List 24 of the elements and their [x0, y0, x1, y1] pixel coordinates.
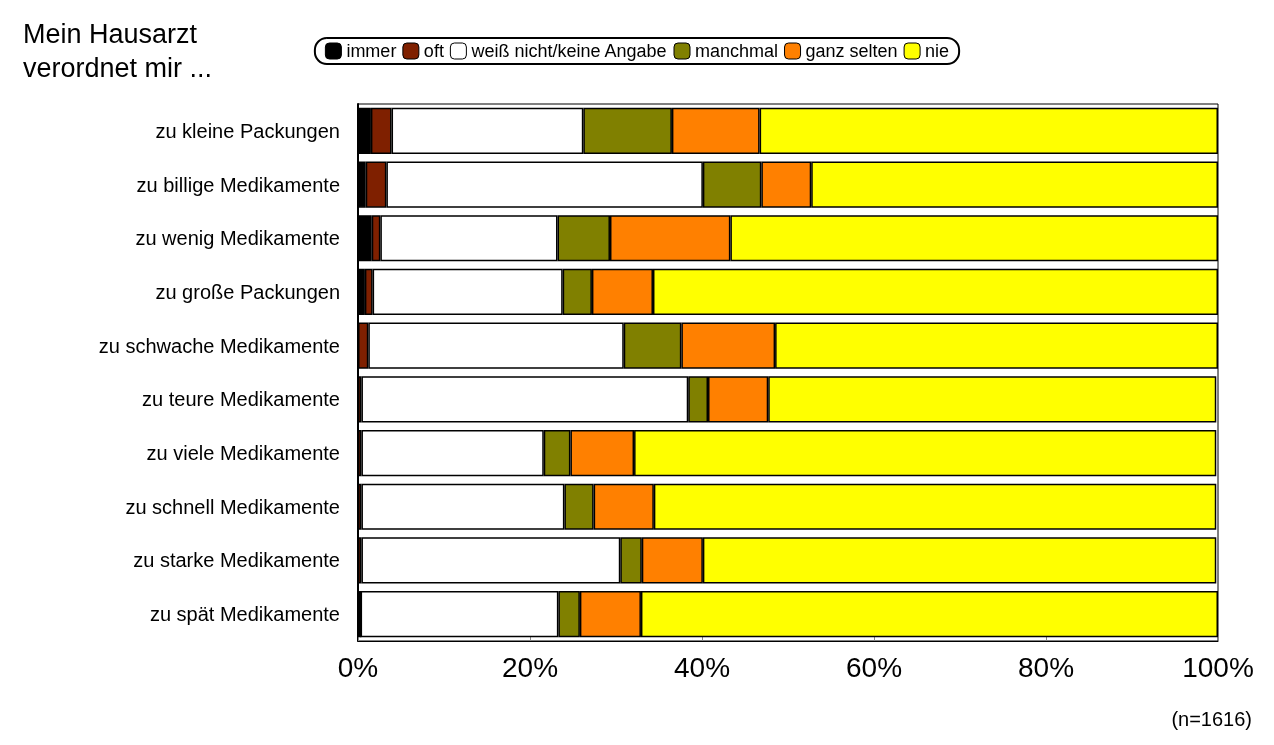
y-tick-label: zu große Packungen	[155, 280, 340, 303]
legend-label: weiß nicht/keine Angabe	[470, 41, 667, 61]
y-tick-label: zu starke Medikamente	[133, 549, 340, 572]
y-tick-label: zu spät Medikamente	[149, 603, 340, 626]
y-tick-label: zu schwache Medikamente	[98, 334, 340, 357]
y-tick-label: zu kleine Packungen	[155, 119, 340, 142]
legend-label: manchmal	[695, 41, 779, 61]
y-tick-label: zu wenig Medikamente	[135, 227, 340, 250]
legend-label: ganz selten	[805, 41, 898, 61]
x-tick-label: 100%	[1182, 651, 1254, 683]
text: (n=1616)	[1171, 708, 1253, 730]
y-tick-label: zu viele Medikamente	[146, 442, 340, 465]
x-tick-label: 20%	[501, 651, 559, 683]
x-tick-label: 60%	[845, 651, 903, 683]
y-tick-label: zu teure Medikamente	[142, 388, 340, 411]
y-tick-label: zu billige Medikamente	[136, 173, 340, 196]
x-tick-label: 40%	[673, 651, 731, 683]
x-tick-label: 0%	[337, 651, 379, 683]
y-tick-label: zu schnell Medikamente	[125, 495, 340, 518]
legend-label: oft	[423, 41, 444, 61]
legend-label: nie	[925, 41, 950, 61]
text: Mein Hausarzt verordnet mir ...	[23, 19, 213, 83]
x-tick-label: 80%	[1017, 651, 1075, 683]
legend-label: immer	[346, 41, 397, 61]
